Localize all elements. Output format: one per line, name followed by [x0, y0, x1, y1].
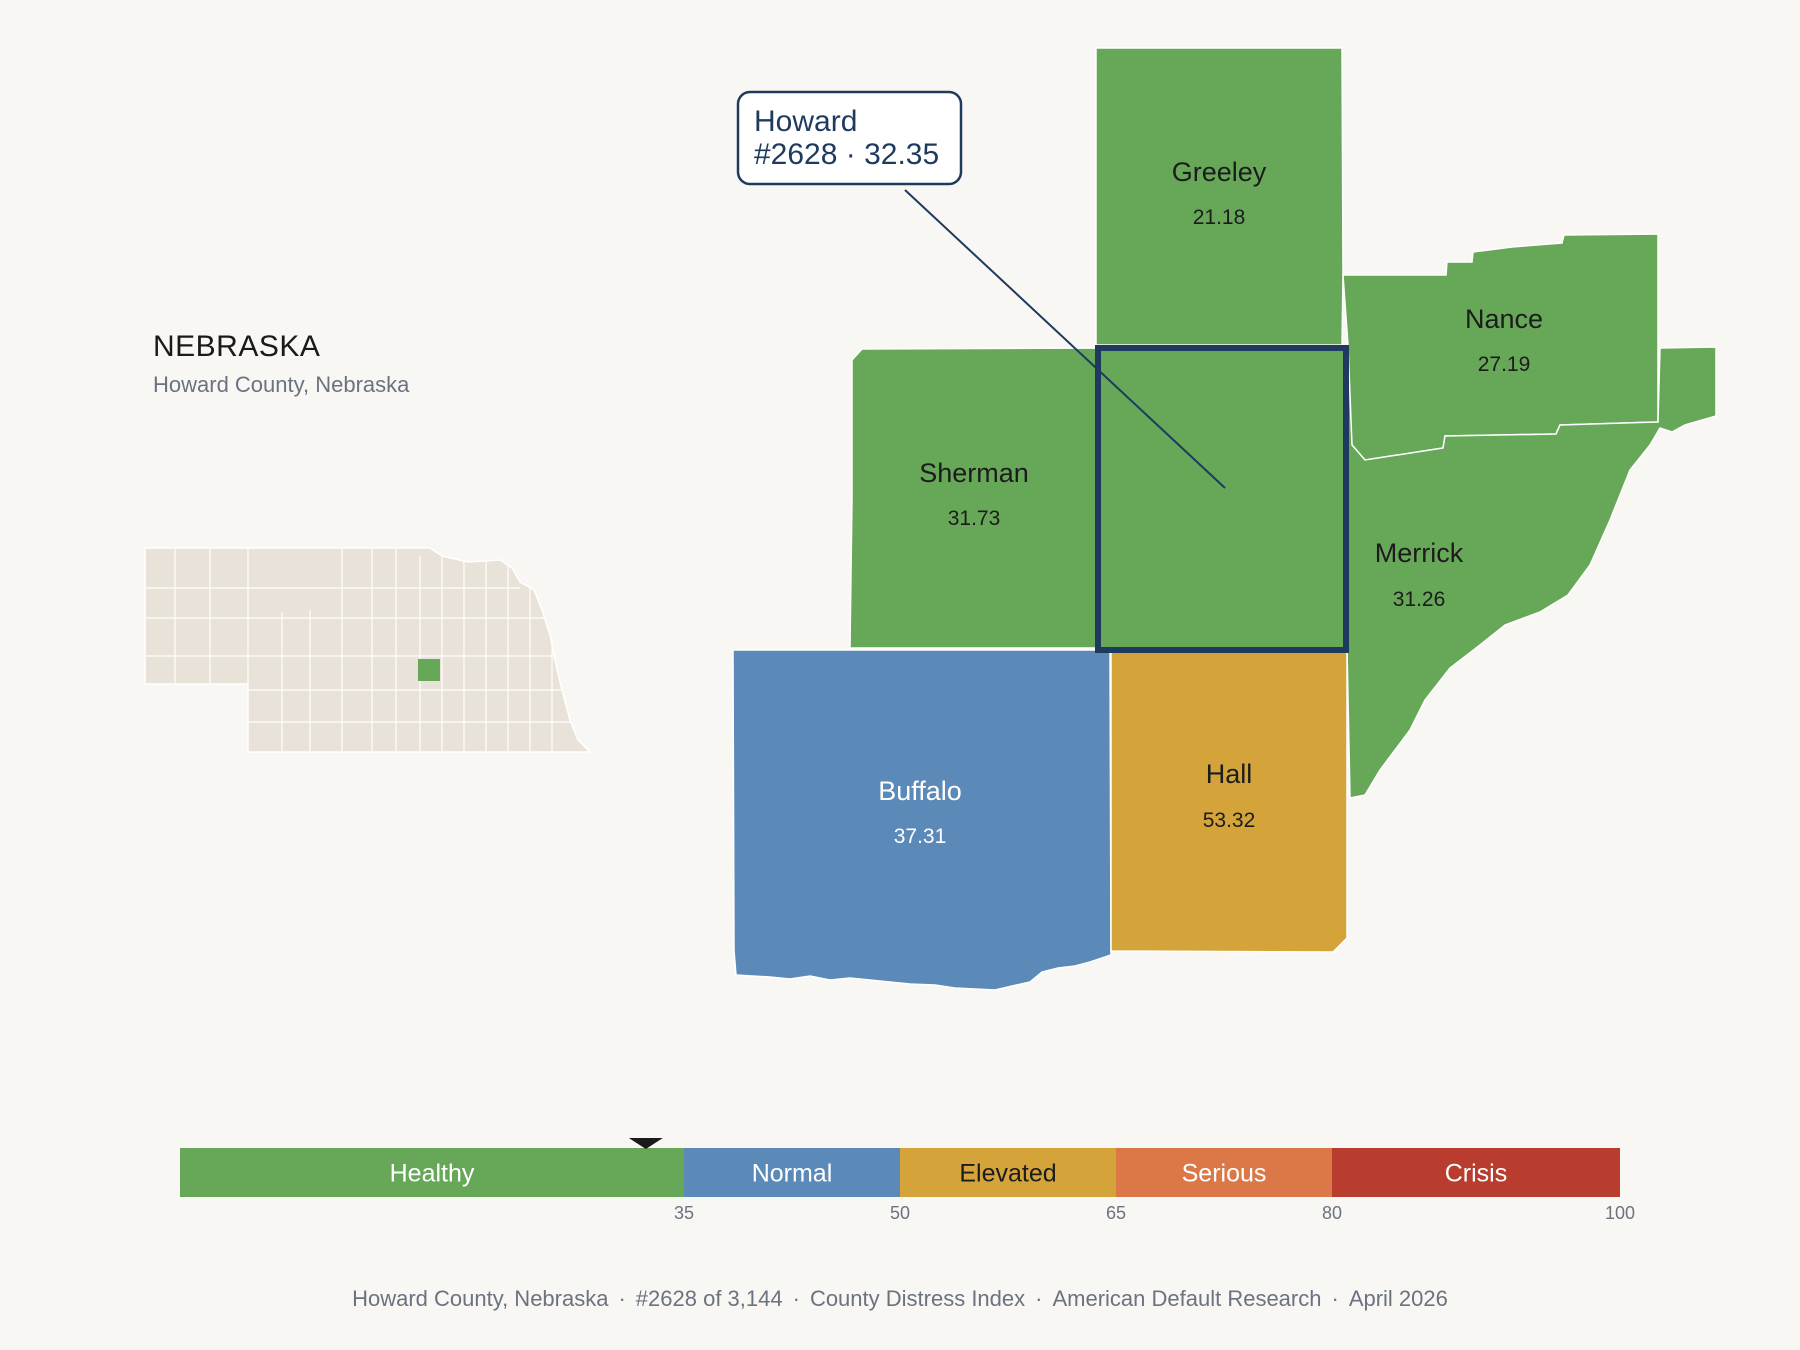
scale-ticks: 35 50 65 80 100	[674, 1203, 1635, 1223]
state-title: NEBRASKA	[153, 330, 321, 363]
callout-county-name: Howard	[754, 105, 857, 138]
county-score-hall: 53.32	[1203, 809, 1256, 832]
scale-label-crisis: Crisis	[1445, 1160, 1508, 1188]
callout-rank-score: #2628 · 32.35	[754, 138, 939, 171]
nebraska-inset-map	[144, 547, 592, 753]
county-name-merrick: Merrick	[1375, 538, 1464, 568]
county-score-greeley: 21.18	[1193, 206, 1246, 229]
county-score-merrick: 31.26	[1393, 588, 1446, 611]
county-hall[interactable]	[1110, 649, 1348, 953]
callout-box	[736, 90, 963, 186]
scale-segment-healthy	[180, 1148, 684, 1197]
scale-label-healthy: Healthy	[390, 1160, 475, 1188]
inset-county-grid	[145, 548, 572, 752]
county-score-sherman: 31.73	[948, 507, 1001, 530]
scale-segment-elevated	[900, 1148, 1116, 1197]
scale-tick-35: 35	[674, 1203, 694, 1223]
county-name-greeley: Greeley	[1172, 157, 1267, 187]
county-greeley[interactable]	[1095, 47, 1344, 346]
scale-tick-80: 80	[1322, 1203, 1342, 1223]
scale-tick-50: 50	[890, 1203, 910, 1223]
scale-segment-serious	[1116, 1148, 1332, 1197]
scale-tick-100: 100	[1605, 1203, 1635, 1223]
nebraska-outline	[144, 547, 592, 753]
scale-label-normal: Normal	[752, 1160, 833, 1188]
county-name-sherman: Sherman	[919, 458, 1029, 488]
county-name-hall: Hall	[1206, 759, 1253, 789]
footer-source: American Default Research	[1052, 1286, 1322, 1311]
footer-rank: #2628 of 3,144	[635, 1286, 783, 1311]
howard-callout: Howard #2628 · 32.35	[736, 90, 1226, 489]
footer-date: April 2026	[1348, 1286, 1448, 1311]
county-name-nance: Nance	[1465, 304, 1543, 334]
county-sherman[interactable]	[849, 347, 1098, 649]
county-howard[interactable]	[1097, 348, 1347, 648]
footer: Howard County, Nebraska · #2628 of 3,144 · C…	[352, 1286, 1448, 1311]
county-buffalo[interactable]	[732, 649, 1112, 991]
state-subtitle: Howard County, Nebraska	[153, 372, 410, 397]
howard-highlight-border	[1095, 345, 1349, 653]
scale-segment-crisis	[1332, 1148, 1620, 1197]
scale-label-serious: Serious	[1182, 1160, 1267, 1188]
scale-tick-65: 65	[1106, 1203, 1126, 1223]
callout-leader-line	[904, 189, 1226, 489]
county-score-buffalo: 37.31	[894, 825, 947, 848]
scale-segment-normal	[684, 1148, 900, 1197]
distress-scale-legend: Healthy Normal Elevated Serious Crisis 35 50 6…	[180, 1138, 1635, 1223]
footer-index: County Distress Index	[809, 1286, 1026, 1311]
scale-marker-icon	[628, 1138, 663, 1149]
scale-segments: Healthy Normal Elevated Serious Crisis	[180, 1148, 1620, 1197]
county-score-nance: 27.19	[1478, 353, 1531, 376]
county-labels: Greeley 21.18 Nance 27.19 Sherman 31.73 …	[878, 157, 1543, 848]
county-map	[732, 47, 1717, 991]
scale-label-elevated: Elevated	[959, 1160, 1056, 1188]
footer-location: Howard County, Nebraska	[352, 1286, 609, 1311]
county-name-buffalo: Buffalo	[878, 776, 962, 806]
inset-howard-highlight	[418, 659, 440, 681]
county-merrick[interactable]	[1346, 344, 1717, 799]
